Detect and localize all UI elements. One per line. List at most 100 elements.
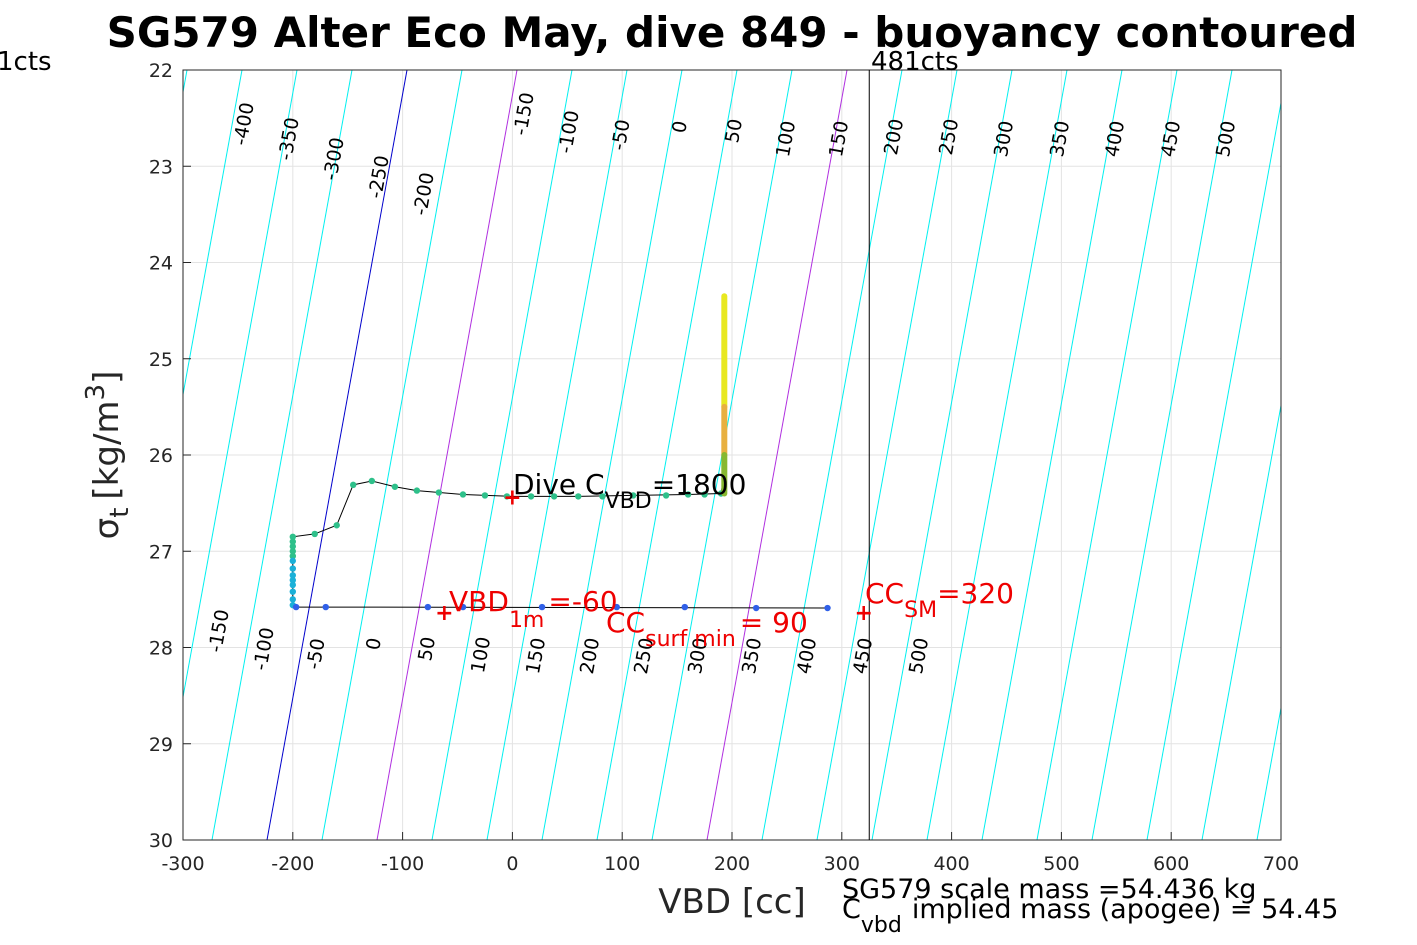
data-point — [289, 581, 296, 589]
vbd1m-prefix: VBD — [449, 585, 509, 618]
contour-label-top: 350 — [1046, 119, 1074, 159]
contour-line — [1036, 70, 1178, 840]
data-point — [550, 493, 558, 500]
ccsurf-suffix: = 90 — [740, 606, 808, 639]
data-point — [333, 522, 340, 529]
y-label-sup: 3 — [81, 384, 111, 401]
chart-title: SG579 Alter Eco May, dive 849 - buoyancy… — [107, 8, 1358, 57]
contour-line — [596, 70, 738, 840]
y-tick-label: 22 — [149, 60, 173, 82]
contour-line — [376, 70, 518, 840]
data-point — [459, 603, 467, 611]
implied-prefix: C — [842, 894, 861, 925]
buoyancy-contours — [0, 70, 1281, 840]
contour-label-top: 250 — [935, 117, 963, 157]
data-point — [349, 481, 357, 489]
contour-line — [486, 70, 628, 840]
y-axis-label: σt [kg/m3] — [81, 371, 135, 540]
contour-label-top: -250 — [364, 154, 393, 200]
data-point — [701, 491, 708, 498]
data-point — [527, 493, 535, 500]
ccsurf-annotation: CCsurf min= 90 — [606, 606, 808, 652]
contour-label-top: 400 — [1101, 119, 1129, 159]
x-tick-label: -100 — [381, 853, 424, 875]
ccsurf-sub: surf min — [645, 627, 736, 652]
contour-line — [871, 70, 1013, 840]
y-tick-label: 30 — [149, 830, 173, 852]
y-label-unit: [kg/m — [87, 400, 127, 499]
contour-label-bottom: 500 — [905, 636, 933, 676]
y-tick-label: 23 — [149, 156, 173, 178]
data-series — [289, 293, 831, 612]
contour-line — [1256, 705, 1281, 840]
contour-line — [211, 70, 353, 840]
contour-label-top: -150 — [509, 91, 538, 137]
dive-cvbd-annotation: Dive CVBD=1800 — [513, 468, 746, 514]
data-point — [424, 603, 432, 611]
data-point — [459, 491, 467, 498]
x-axis-label: VBD [cc] — [658, 882, 806, 922]
data-point — [752, 604, 760, 612]
data-point — [435, 489, 443, 496]
data-point — [289, 552, 296, 560]
data-point — [368, 477, 376, 485]
x-tick-label: 700 — [1263, 853, 1299, 875]
ccsm-suffix: =320 — [937, 577, 1014, 610]
data-point — [292, 603, 300, 611]
x-tick-label: 200 — [714, 853, 750, 875]
ccsm-prefix: CC — [865, 577, 904, 610]
dive-cvbd-suffix: =1800 — [652, 468, 747, 501]
contour-label-top: -100 — [554, 109, 583, 155]
data-point — [391, 483, 399, 490]
implied-suffix: implied mass (apogee) = 54.45 — [912, 894, 1339, 925]
vbd1m-annotation: VBD1m=-60 — [449, 585, 618, 633]
x-tick-label: 100 — [604, 853, 640, 875]
x-tick-label: -300 — [161, 853, 204, 875]
x-tick-label: -200 — [271, 853, 314, 875]
vline-label-right: 481cts — [871, 47, 959, 77]
x-tick-label: 600 — [1153, 853, 1189, 875]
axis-ticks: -300 -200 -100 0 100 200 300 400 500 600 700222324… — [149, 60, 1299, 875]
contour-line — [183, 70, 298, 700]
contour-line — [706, 70, 848, 840]
grid-lines — [182, 69, 1282, 841]
data-point — [311, 530, 318, 538]
ccsm-sub: SM — [904, 598, 937, 623]
y-tick-label: 24 — [149, 253, 173, 275]
contour-label-top: 100 — [772, 119, 800, 159]
contour-label-top: 0 — [668, 119, 692, 135]
data-point — [322, 603, 329, 611]
plus-marker: + — [855, 601, 873, 626]
dive-profile-line — [292, 474, 725, 608]
data-point — [681, 603, 688, 611]
contour-label-bottom: 50 — [414, 635, 440, 663]
scale-mass-annotation: SG579 scale mass =54.436 kg — [842, 874, 1256, 905]
dive-cvbd-sub: VBD — [605, 489, 652, 514]
data-point — [481, 492, 489, 499]
contour-line — [0, 70, 22, 840]
contour-label-top: 450 — [1157, 119, 1185, 159]
contour-line — [816, 70, 958, 840]
ccsurf-prefix: CC — [606, 606, 645, 639]
contour-label-top: -400 — [229, 101, 258, 147]
contour-line — [1146, 100, 1281, 840]
y-tick-label: 26 — [149, 445, 173, 467]
contour-line — [761, 70, 903, 840]
y-tick-label: 28 — [149, 638, 173, 660]
data-point — [824, 604, 831, 612]
contour-line — [926, 70, 1068, 840]
contour-label-top: 200 — [880, 117, 908, 157]
data-point — [613, 603, 620, 611]
data-point — [629, 492, 637, 499]
data-point — [289, 596, 296, 603]
contour-label-bottom: 100 — [467, 635, 495, 675]
contour-label-bottom: 350 — [738, 636, 766, 676]
contour-label-top: 150 — [825, 119, 853, 159]
data-point — [662, 492, 670, 499]
contour-label-top: 50 — [721, 117, 747, 145]
contour-line — [541, 70, 683, 840]
markers: + + + — [435, 485, 873, 626]
contour-line — [981, 70, 1123, 840]
contour-label-bottom: -100 — [249, 626, 278, 672]
